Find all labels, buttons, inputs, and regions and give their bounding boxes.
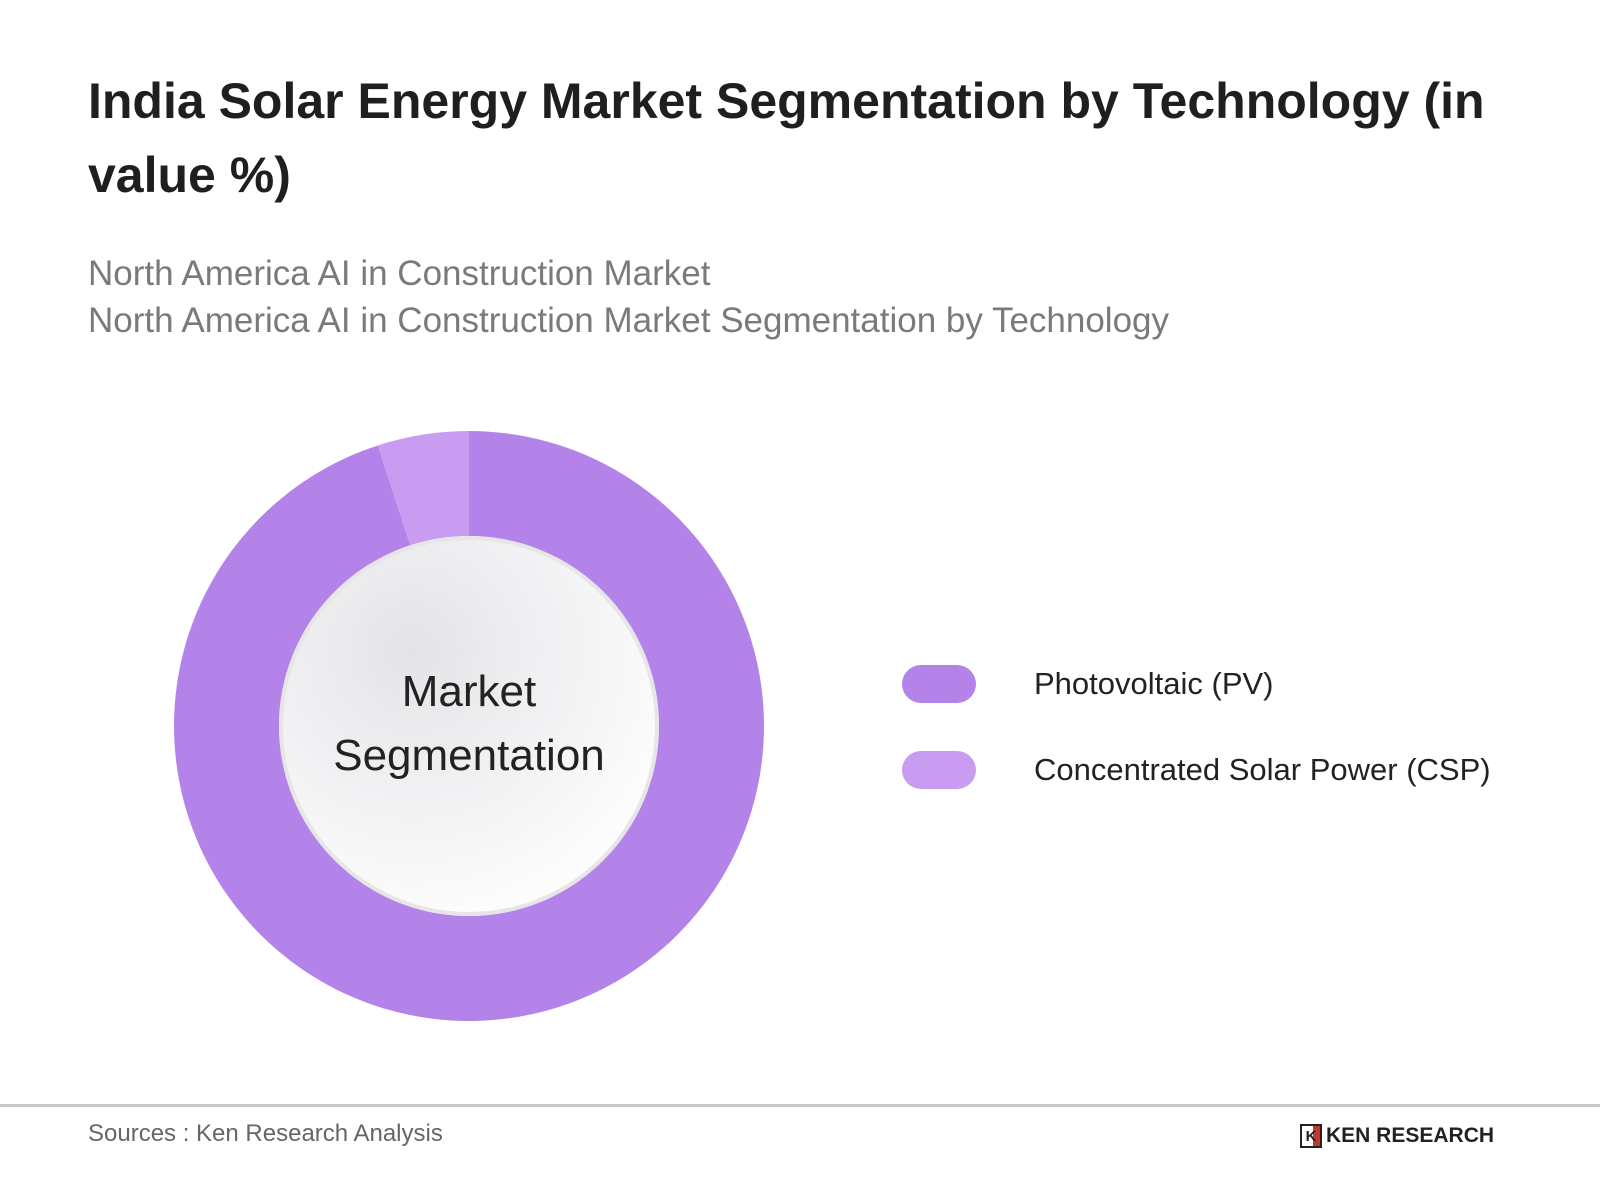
legend-swatch <box>902 751 976 789</box>
legend-item-pv[interactable]: Photovoltaic (PV) <box>902 665 1274 703</box>
legend-label: Concentrated Solar Power (CSP) <box>1034 752 1491 787</box>
legend-swatch <box>902 665 976 703</box>
slice-csp[interactable] <box>377 431 469 546</box>
donut-center <box>279 536 659 916</box>
logo-k-icon: K <box>1300 1124 1322 1148</box>
donut-chart <box>174 431 765 1021</box>
subtitle-1: North America AI in Construction Market <box>88 254 711 293</box>
legend-label: Photovoltaic (PV) <box>1034 666 1274 701</box>
logo-text: KEN RESEARCH <box>1326 1124 1495 1147</box>
slice-pv[interactable] <box>174 431 765 1021</box>
center-label: Market Segmentation <box>333 667 605 780</box>
footer-divider <box>0 1104 1600 1107</box>
chart-title: India Solar Energy Market Segmentation b… <box>88 73 1485 203</box>
legend-item-csp[interactable]: Concentrated Solar Power (CSP) <box>902 751 1491 789</box>
source-note: Sources : Ken Research Analysis <box>88 1120 443 1147</box>
subtitle-2: North America AI in Construction Market … <box>88 301 1170 340</box>
ken-research-logo: K KEN RESEARCH <box>1300 1124 1494 1148</box>
